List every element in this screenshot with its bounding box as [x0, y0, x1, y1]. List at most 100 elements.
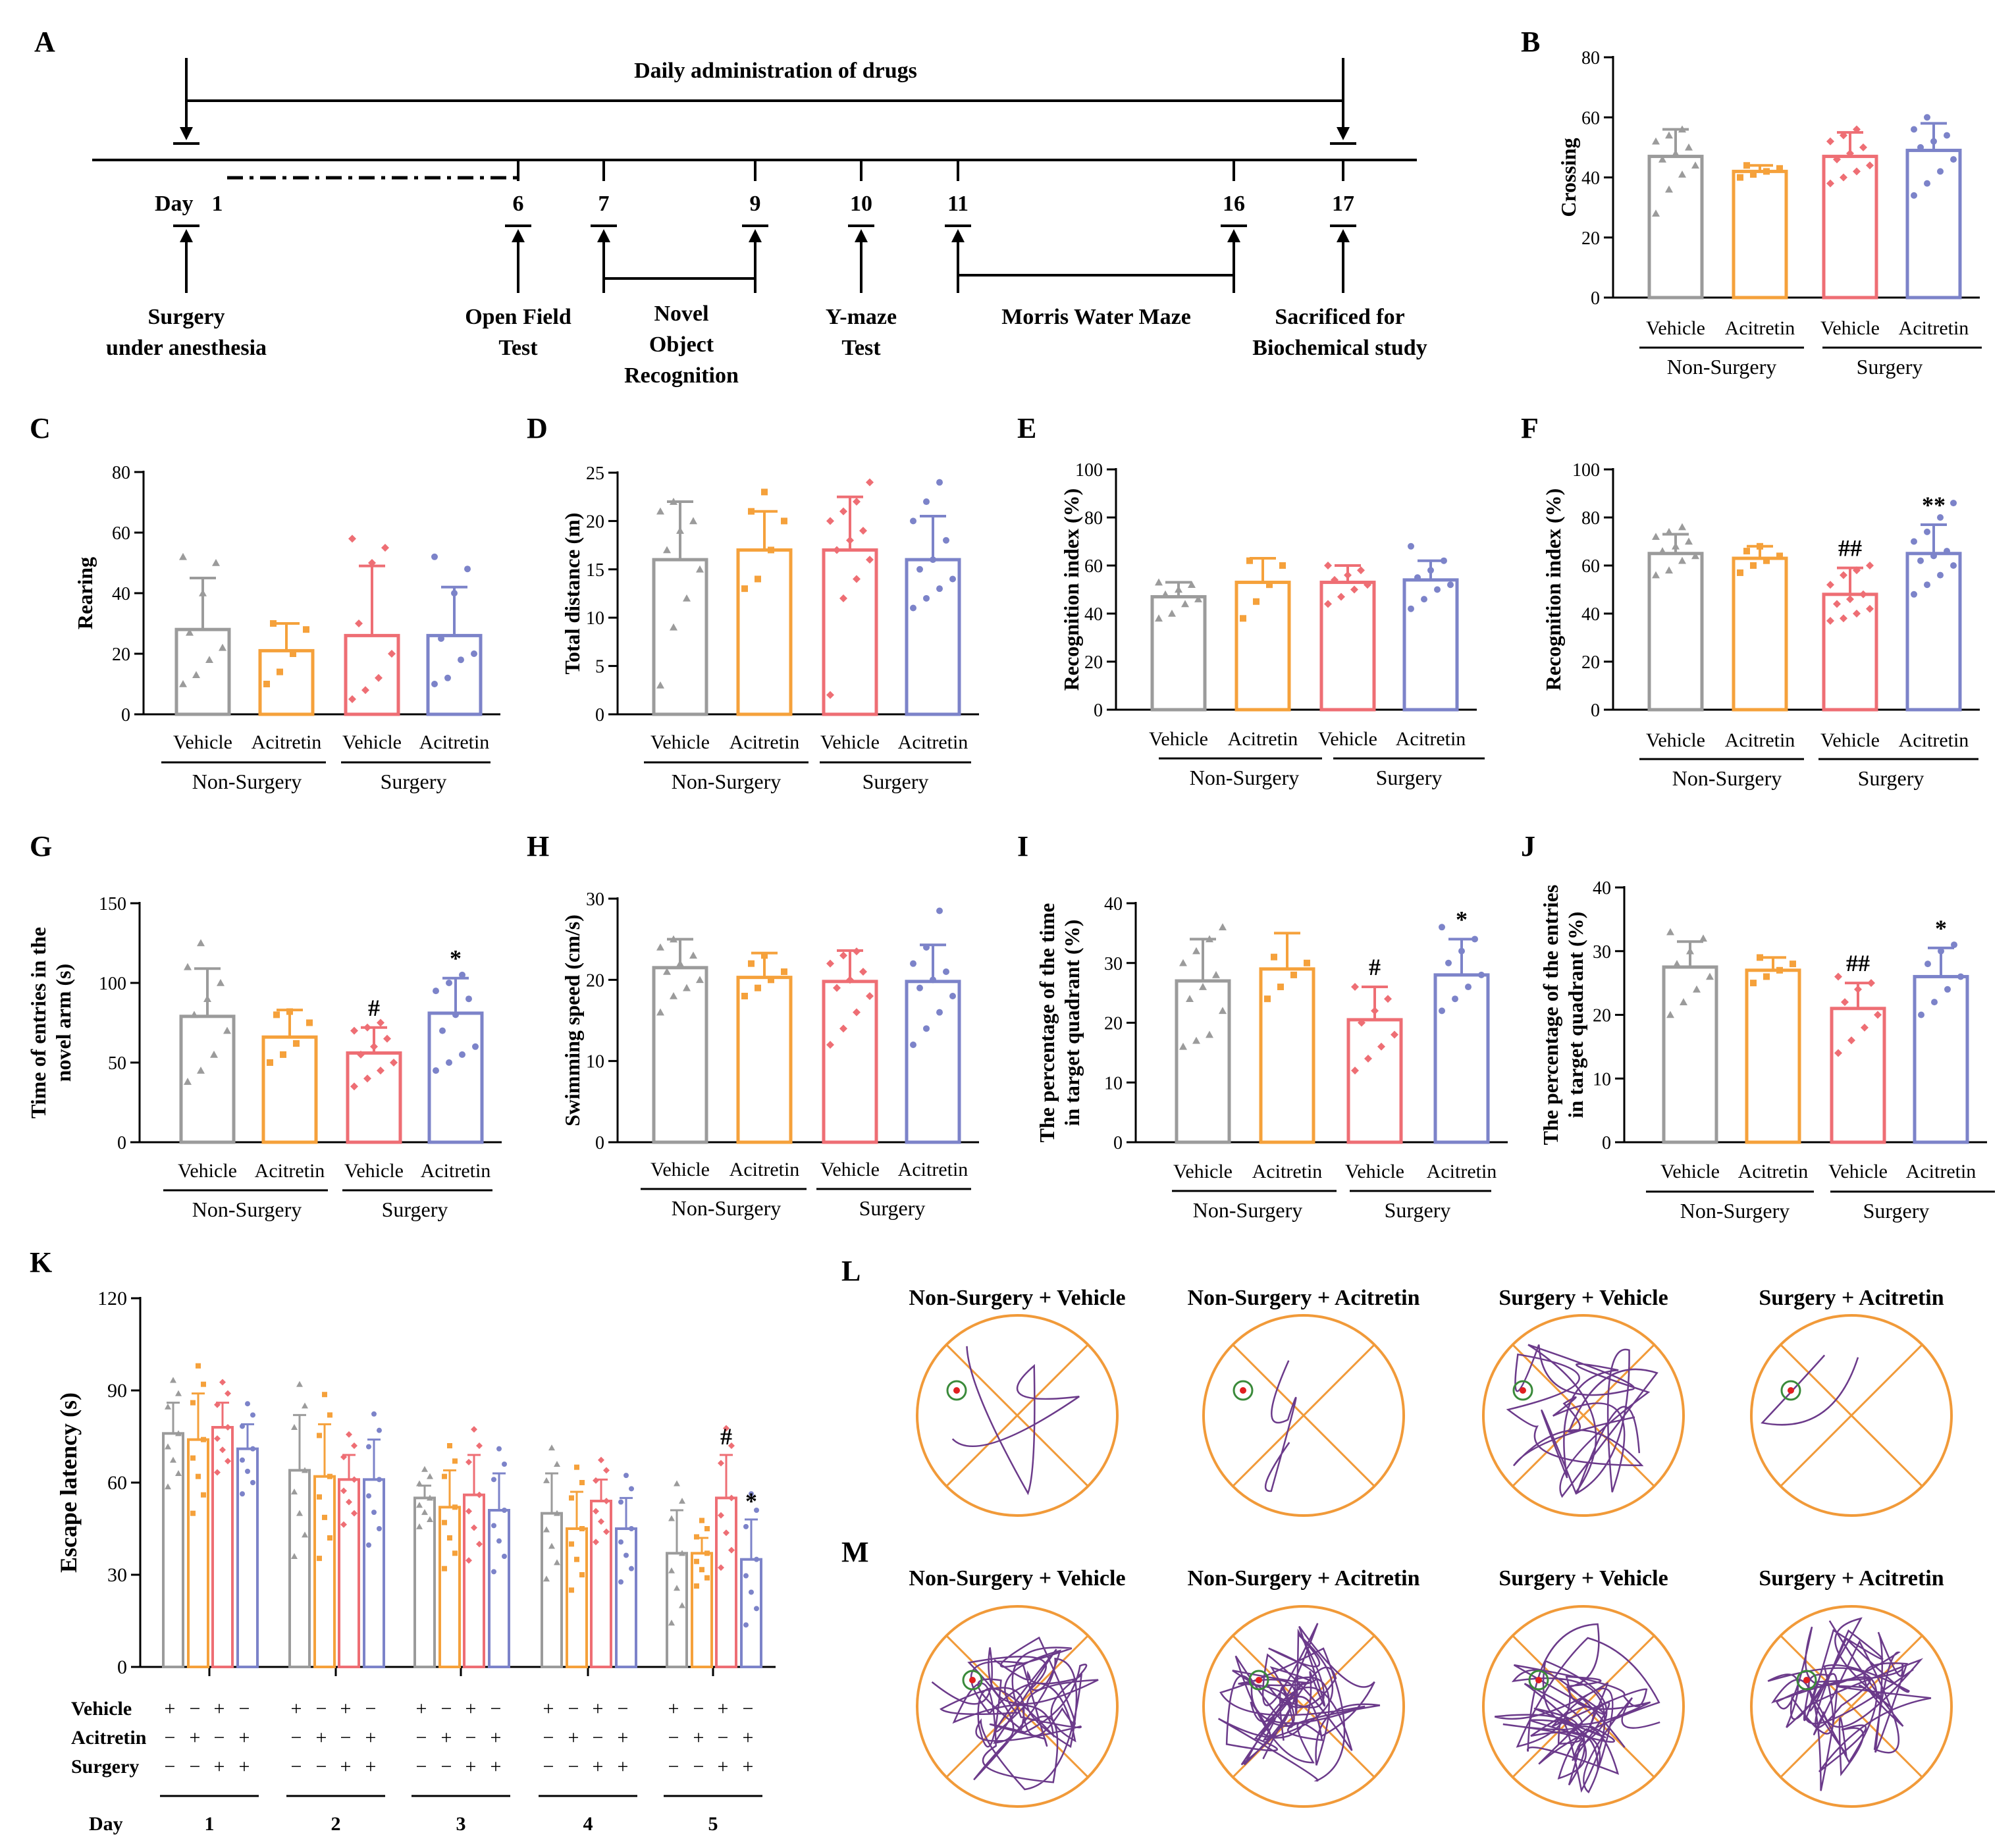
start-point: [953, 1387, 960, 1394]
bar: [1402, 578, 1459, 712]
factor-sign: −: [593, 1727, 604, 1749]
data-point: [1840, 173, 1847, 182]
data-point: [1344, 571, 1352, 579]
bar: [822, 980, 878, 1144]
data-point: [1188, 581, 1196, 588]
data-point: [1192, 947, 1200, 955]
data-point: [1199, 983, 1207, 990]
significance-mark: #: [1369, 954, 1381, 980]
data-point: [749, 1589, 754, 1595]
data-point: [1841, 998, 1849, 1007]
data-point: [1846, 149, 1854, 157]
bar: [1913, 974, 1969, 1144]
data-point: [603, 1498, 610, 1504]
data-point: [1194, 595, 1202, 602]
significance-mark: ##: [1846, 950, 1870, 976]
pool: [1750, 1314, 1953, 1517]
data-point: [302, 1402, 308, 1409]
data-point: [1666, 928, 1674, 936]
data-point: [1271, 953, 1277, 961]
data-point: [471, 1524, 477, 1531]
data-point: [357, 1050, 365, 1059]
data-point: [543, 1575, 550, 1582]
y-axis-label: The percentage of the entries: [1539, 885, 1562, 1146]
y-tick-label: 20: [1104, 1014, 1123, 1034]
data-point: [1951, 941, 1957, 949]
significance-mark: #: [368, 995, 380, 1021]
data-point: [175, 1470, 182, 1476]
data-point: [245, 1401, 250, 1407]
bar-panel-D: D 0 5 10 15 20 25 Total distance (m) Vehicle Acit…: [527, 412, 979, 793]
data-point: [165, 1443, 171, 1450]
data-point: [699, 1567, 704, 1573]
group-label: Surgery: [859, 1196, 926, 1220]
y-tick-label: 60: [1084, 556, 1103, 577]
data-point: [446, 980, 452, 986]
data-point: [668, 1567, 675, 1573]
bar: [427, 1011, 484, 1144]
arrow-head: [749, 229, 762, 242]
bar: [313, 1475, 336, 1669]
data-point: [1658, 547, 1666, 554]
data-point: [670, 992, 677, 999]
day-number: 1: [205, 1813, 215, 1835]
data-point: [1840, 131, 1847, 140]
data-point: [1351, 1067, 1359, 1075]
data-point: [458, 656, 464, 664]
data-point: [943, 537, 949, 544]
track-panel-M: M Non-Surgery + Vehicle Non-Surgery + Acit…: [841, 1536, 1953, 1808]
data-point: [186, 628, 194, 636]
data-point: [476, 1491, 483, 1498]
arrow-head: [512, 229, 525, 242]
x-category-label: Acitretin: [729, 731, 800, 753]
data-point: [214, 1469, 221, 1476]
data-point: [444, 674, 451, 681]
track-title: Surgery + Acitretin: [1759, 1286, 1944, 1310]
data-point: [1304, 959, 1310, 966]
y-tick-label: 40: [1581, 169, 1600, 189]
data-point: [1264, 995, 1271, 1003]
factor-sign: −: [693, 1756, 704, 1778]
data-point: [491, 1477, 496, 1483]
data-point: [728, 1494, 735, 1502]
data-point: [179, 680, 187, 687]
y-tick-label: 0: [1094, 700, 1103, 721]
data-point: [205, 656, 213, 663]
group-label: Surgery: [1863, 1199, 1930, 1223]
bar: [211, 1426, 234, 1668]
group-label: Surgery: [862, 770, 929, 793]
bar-panel-B: B 0 20 40 60 80 Crossing Vehicle Acitretin Vehicl…: [1521, 26, 1982, 379]
data-point: [1672, 542, 1680, 550]
data-point: [1853, 125, 1861, 134]
data-point: [618, 1539, 623, 1545]
data-point: [223, 1026, 231, 1034]
day-label: Day: [155, 192, 194, 216]
y-tick-label: 20: [586, 970, 604, 991]
swim-path: [1761, 1354, 1859, 1426]
data-point: [348, 535, 356, 543]
bar: [1346, 1018, 1403, 1144]
data-point: [1364, 1054, 1372, 1063]
y-tick-label: 0: [117, 1133, 126, 1153]
significance-mark: **: [1922, 492, 1946, 518]
significance-mark: *: [450, 945, 462, 972]
panel-letter: K: [30, 1246, 52, 1279]
data-point: [1854, 985, 1862, 993]
data-point: [1743, 548, 1750, 555]
data-point: [839, 507, 847, 515]
data-point: [866, 556, 874, 564]
x-category-label: Vehicle: [1828, 1161, 1888, 1182]
significance-mark: *: [745, 1488, 757, 1514]
bar: [1745, 968, 1801, 1144]
data-point: [366, 1542, 371, 1548]
y-tick-label: 0: [595, 1133, 604, 1153]
factor-sign: +: [743, 1756, 754, 1778]
x-category-label: Acitretin: [255, 1160, 325, 1182]
y-tick-label: 60: [1581, 556, 1600, 577]
panel-letter: G: [30, 830, 52, 862]
data-point: [618, 1499, 623, 1505]
data-point: [663, 546, 671, 554]
data-point: [1924, 961, 1931, 968]
